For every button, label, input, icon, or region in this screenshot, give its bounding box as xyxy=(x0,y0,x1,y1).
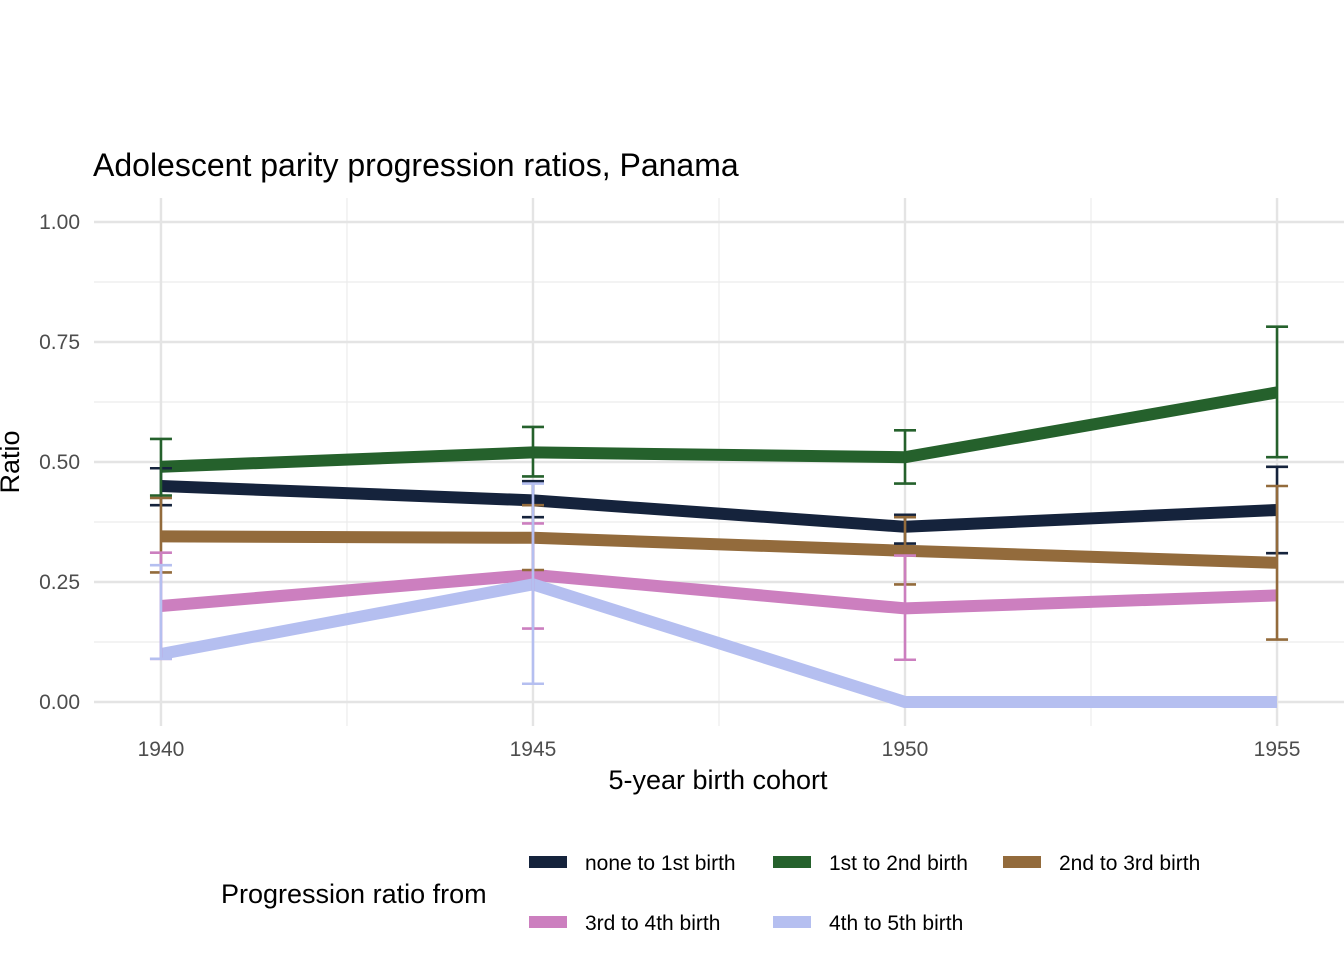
legend-label: 3rd to 4th birth xyxy=(585,912,720,935)
y-tick-label: 0.75 xyxy=(39,331,80,354)
error-bar xyxy=(149,563,172,661)
error-bar xyxy=(149,437,172,497)
legend-label: 4th to 5th birth xyxy=(829,912,963,935)
error-bars xyxy=(149,325,1289,686)
legend-label: 1st to 2nd birth xyxy=(829,852,968,875)
legend-title: Progression ratio from xyxy=(221,879,487,909)
y-axis-ticks: 0.00 0.25 0.50 0.75 1.00 xyxy=(39,211,80,714)
error-bar xyxy=(521,482,544,686)
error-bar xyxy=(1266,484,1289,641)
legend-item: 1st to 2nd birth xyxy=(773,852,968,875)
x-tick-label: 1945 xyxy=(510,738,557,761)
x-axis-label: 5-year birth cohort xyxy=(608,765,828,795)
x-tick-label: 1950 xyxy=(882,738,929,761)
series-lines xyxy=(159,386,1279,708)
error-bar xyxy=(1266,325,1289,459)
error-bar xyxy=(894,429,917,485)
legend-item: none to 1st birth xyxy=(529,852,736,875)
y-tick-label: 0.00 xyxy=(39,691,80,714)
legend: none to 1st birth 1st to 2nd birth 2nd to … xyxy=(529,852,1200,935)
y-tick-label: 0.50 xyxy=(39,451,80,474)
x-axis-ticks: 1940 1945 1950 1955 xyxy=(138,738,1301,761)
error-bar xyxy=(894,554,917,662)
series-line-5 xyxy=(159,578,1277,708)
y-axis-label: Ratio xyxy=(0,430,25,493)
chart-title: Adolescent parity progression ratios, Pa… xyxy=(93,147,739,183)
legend-label: none to 1st birth xyxy=(585,852,736,875)
y-tick-label: 0.25 xyxy=(39,571,80,594)
legend-label: 2nd to 3rd birth xyxy=(1059,852,1200,875)
series-line-3 xyxy=(160,530,1278,569)
x-tick-label: 1940 xyxy=(138,738,185,761)
series-line-4 xyxy=(160,568,1278,615)
x-tick-label: 1955 xyxy=(1254,738,1301,761)
error-bar xyxy=(521,425,544,478)
y-tick-label: 1.00 xyxy=(39,211,80,234)
legend-item: 2nd to 3rd birth xyxy=(1003,852,1200,875)
legend-item: 4th to 5th birth xyxy=(773,912,963,935)
series-line-1 xyxy=(160,480,1278,533)
legend-item: 3rd to 4th birth xyxy=(529,912,720,935)
series-line-2 xyxy=(160,386,1279,473)
